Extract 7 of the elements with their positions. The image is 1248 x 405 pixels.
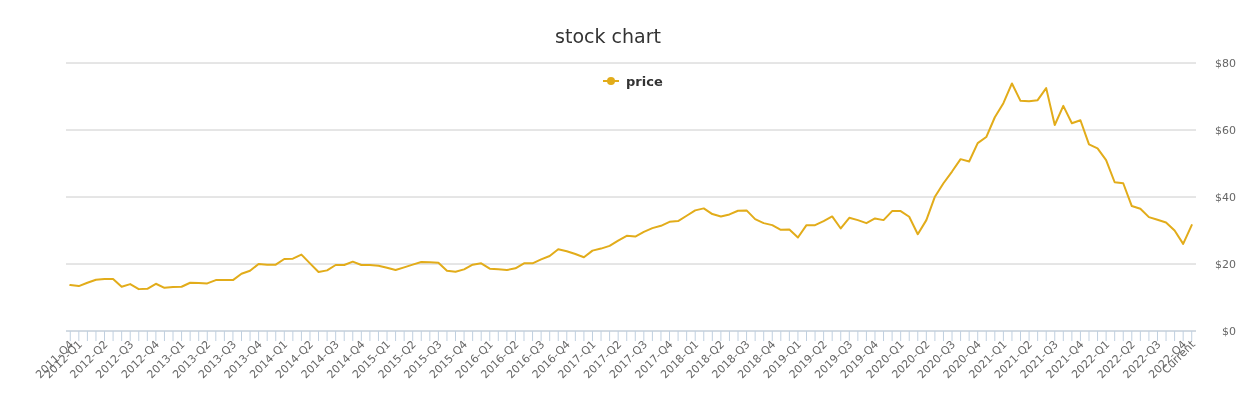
y-tick-label: $60 bbox=[1215, 123, 1236, 137]
y-tick-label: $40 bbox=[1215, 190, 1236, 204]
y-tick-label: $20 bbox=[1215, 257, 1236, 271]
legend-label: price bbox=[626, 73, 663, 89]
y-tick-label: $0 bbox=[1222, 324, 1236, 338]
y-tick-label: $80 bbox=[1215, 56, 1236, 70]
chart-title: stock chart bbox=[555, 25, 661, 47]
